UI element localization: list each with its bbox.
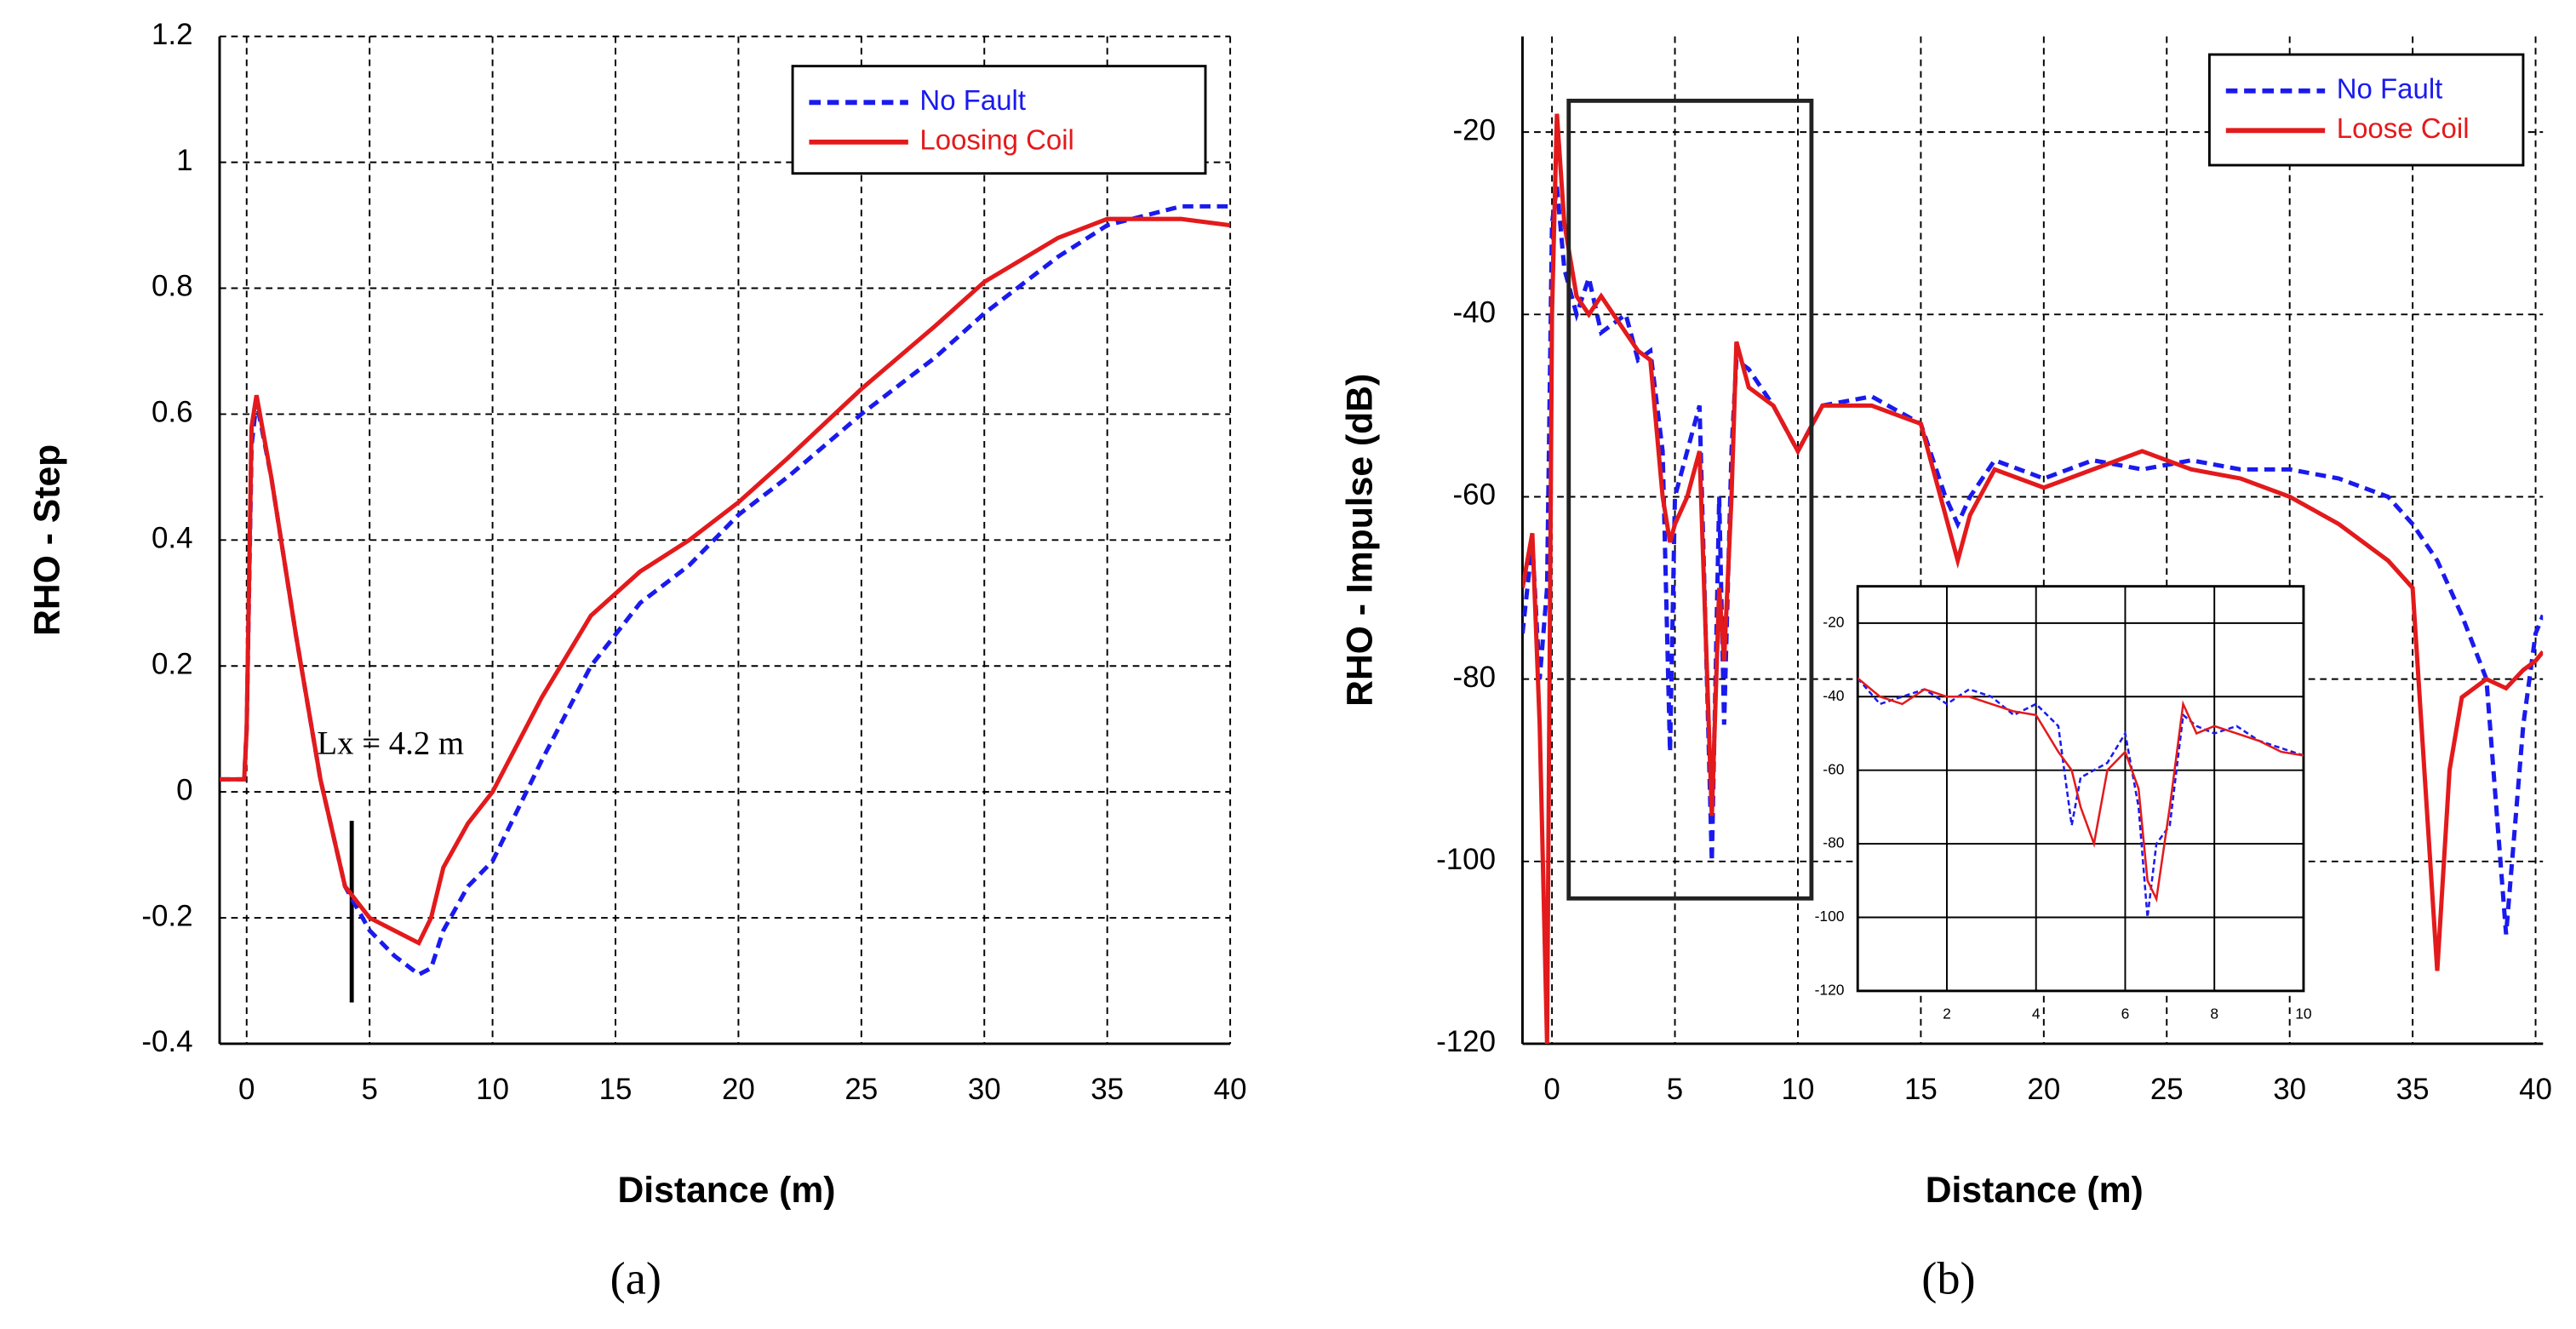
y-tick-label: 0.2 bbox=[152, 647, 193, 680]
y-tick-label: -40 bbox=[1823, 687, 1845, 704]
y-tick-label: -20 bbox=[1823, 613, 1845, 630]
y-tick-label: -100 bbox=[1815, 908, 1845, 925]
y-tick-label: 0.6 bbox=[152, 396, 193, 429]
x-tick-label: 30 bbox=[968, 1073, 1001, 1106]
inset-frame bbox=[1856, 585, 2305, 993]
x-tick-label: 5 bbox=[361, 1073, 377, 1106]
y-tick-label: 1 bbox=[176, 144, 192, 177]
x-tick-label: 20 bbox=[722, 1073, 755, 1106]
y-tick-label: -40 bbox=[1453, 296, 1496, 329]
y-tick-label: 0.8 bbox=[152, 270, 193, 303]
data-line bbox=[1522, 113, 2544, 1044]
x-tick-label: 20 bbox=[2027, 1073, 2060, 1106]
legend-label: Loosing Coil bbox=[919, 124, 1073, 156]
x-tick-label: 2 bbox=[1943, 1005, 1951, 1022]
chart: 0 5 10 15 20 25 30 35 40 -120 -100 -80 -60 -40 -20 No F… bbox=[1436, 36, 2552, 1106]
legend-label: No Fault bbox=[919, 84, 1026, 116]
x-tick-label: 35 bbox=[2396, 1073, 2430, 1106]
y-axis-label: RHO - Step bbox=[26, 444, 67, 636]
plots: 0 5 10 15 20 25 30 35 40-0.4-0.200.20.40.60.811.… bbox=[141, 18, 2552, 1106]
y-tick-label: 0.4 bbox=[152, 522, 193, 555]
x-axis-label: Distance (m) bbox=[617, 1170, 835, 1211]
caption: (b) bbox=[1921, 1253, 1975, 1304]
y-tick-label: -120 bbox=[1815, 981, 1845, 998]
chart: 2 4 6 8 10 -120 -100 -80 -60 -40 -20 bbox=[1815, 585, 2312, 1022]
legend bbox=[2207, 53, 2525, 167]
x-tick-label: 10 bbox=[1782, 1073, 1815, 1106]
x-tick-label: 10 bbox=[476, 1073, 509, 1106]
y-axis-label: RHO - Impulse (dB) bbox=[1340, 374, 1381, 707]
y-tick-label: -0.2 bbox=[141, 899, 192, 932]
legend-label: Loose Coil bbox=[2337, 112, 2470, 144]
x-tick-label: 40 bbox=[2519, 1073, 2552, 1106]
y-tick-label: -60 bbox=[1823, 760, 1845, 777]
y-tick-label: 1.2 bbox=[152, 18, 193, 51]
x-tick-label: 10 bbox=[2295, 1005, 2312, 1022]
y-tick-label: -80 bbox=[1453, 661, 1496, 694]
x-tick-label: 8 bbox=[2210, 1005, 2218, 1022]
x-tick-label: 0 bbox=[1543, 1073, 1560, 1106]
x-tick-label: 4 bbox=[2032, 1005, 2041, 1022]
y-tick-label: -0.4 bbox=[141, 1025, 192, 1058]
y-tick-label: -80 bbox=[1823, 834, 1845, 851]
x-tick-label: 5 bbox=[1667, 1073, 1683, 1106]
x-axis-label: Distance (m) bbox=[1926, 1170, 2144, 1211]
annotation: Lx = 4.2 m bbox=[317, 725, 464, 762]
highlight-box bbox=[1566, 98, 1814, 901]
legend bbox=[791, 65, 1207, 175]
data-line bbox=[219, 216, 1231, 947]
data-line bbox=[219, 203, 1231, 977]
legend-label: No Fault bbox=[2337, 72, 2443, 104]
data-line bbox=[1858, 677, 2304, 903]
x-tick-label: 6 bbox=[2121, 1005, 2130, 1022]
y-tick-label: -120 bbox=[1436, 1025, 1496, 1058]
chart: 0 5 10 15 20 25 30 35 40 -0.4 -0.2 0 0.2 0.4 0.6 0.8 1 1.… bbox=[141, 18, 1246, 1106]
x-tick-label: 35 bbox=[1091, 1073, 1124, 1106]
x-tick-label: 25 bbox=[2150, 1073, 2184, 1106]
caption: (a) bbox=[610, 1253, 661, 1304]
y-tick-label: -100 bbox=[1436, 843, 1496, 876]
y-tick-label: -60 bbox=[1453, 478, 1496, 512]
y-tick-label: -20 bbox=[1453, 113, 1496, 146]
x-tick-label: 0 bbox=[238, 1073, 255, 1106]
y-tick-label: 0 bbox=[176, 773, 192, 806]
x-tick-label: 15 bbox=[599, 1073, 633, 1106]
x-tick-label: 25 bbox=[844, 1073, 878, 1106]
x-tick-label: 15 bbox=[1904, 1073, 1938, 1106]
x-tick-label: 30 bbox=[2273, 1073, 2306, 1106]
data-line bbox=[1858, 677, 2304, 918]
x-tick-label: 40 bbox=[1214, 1073, 1247, 1106]
